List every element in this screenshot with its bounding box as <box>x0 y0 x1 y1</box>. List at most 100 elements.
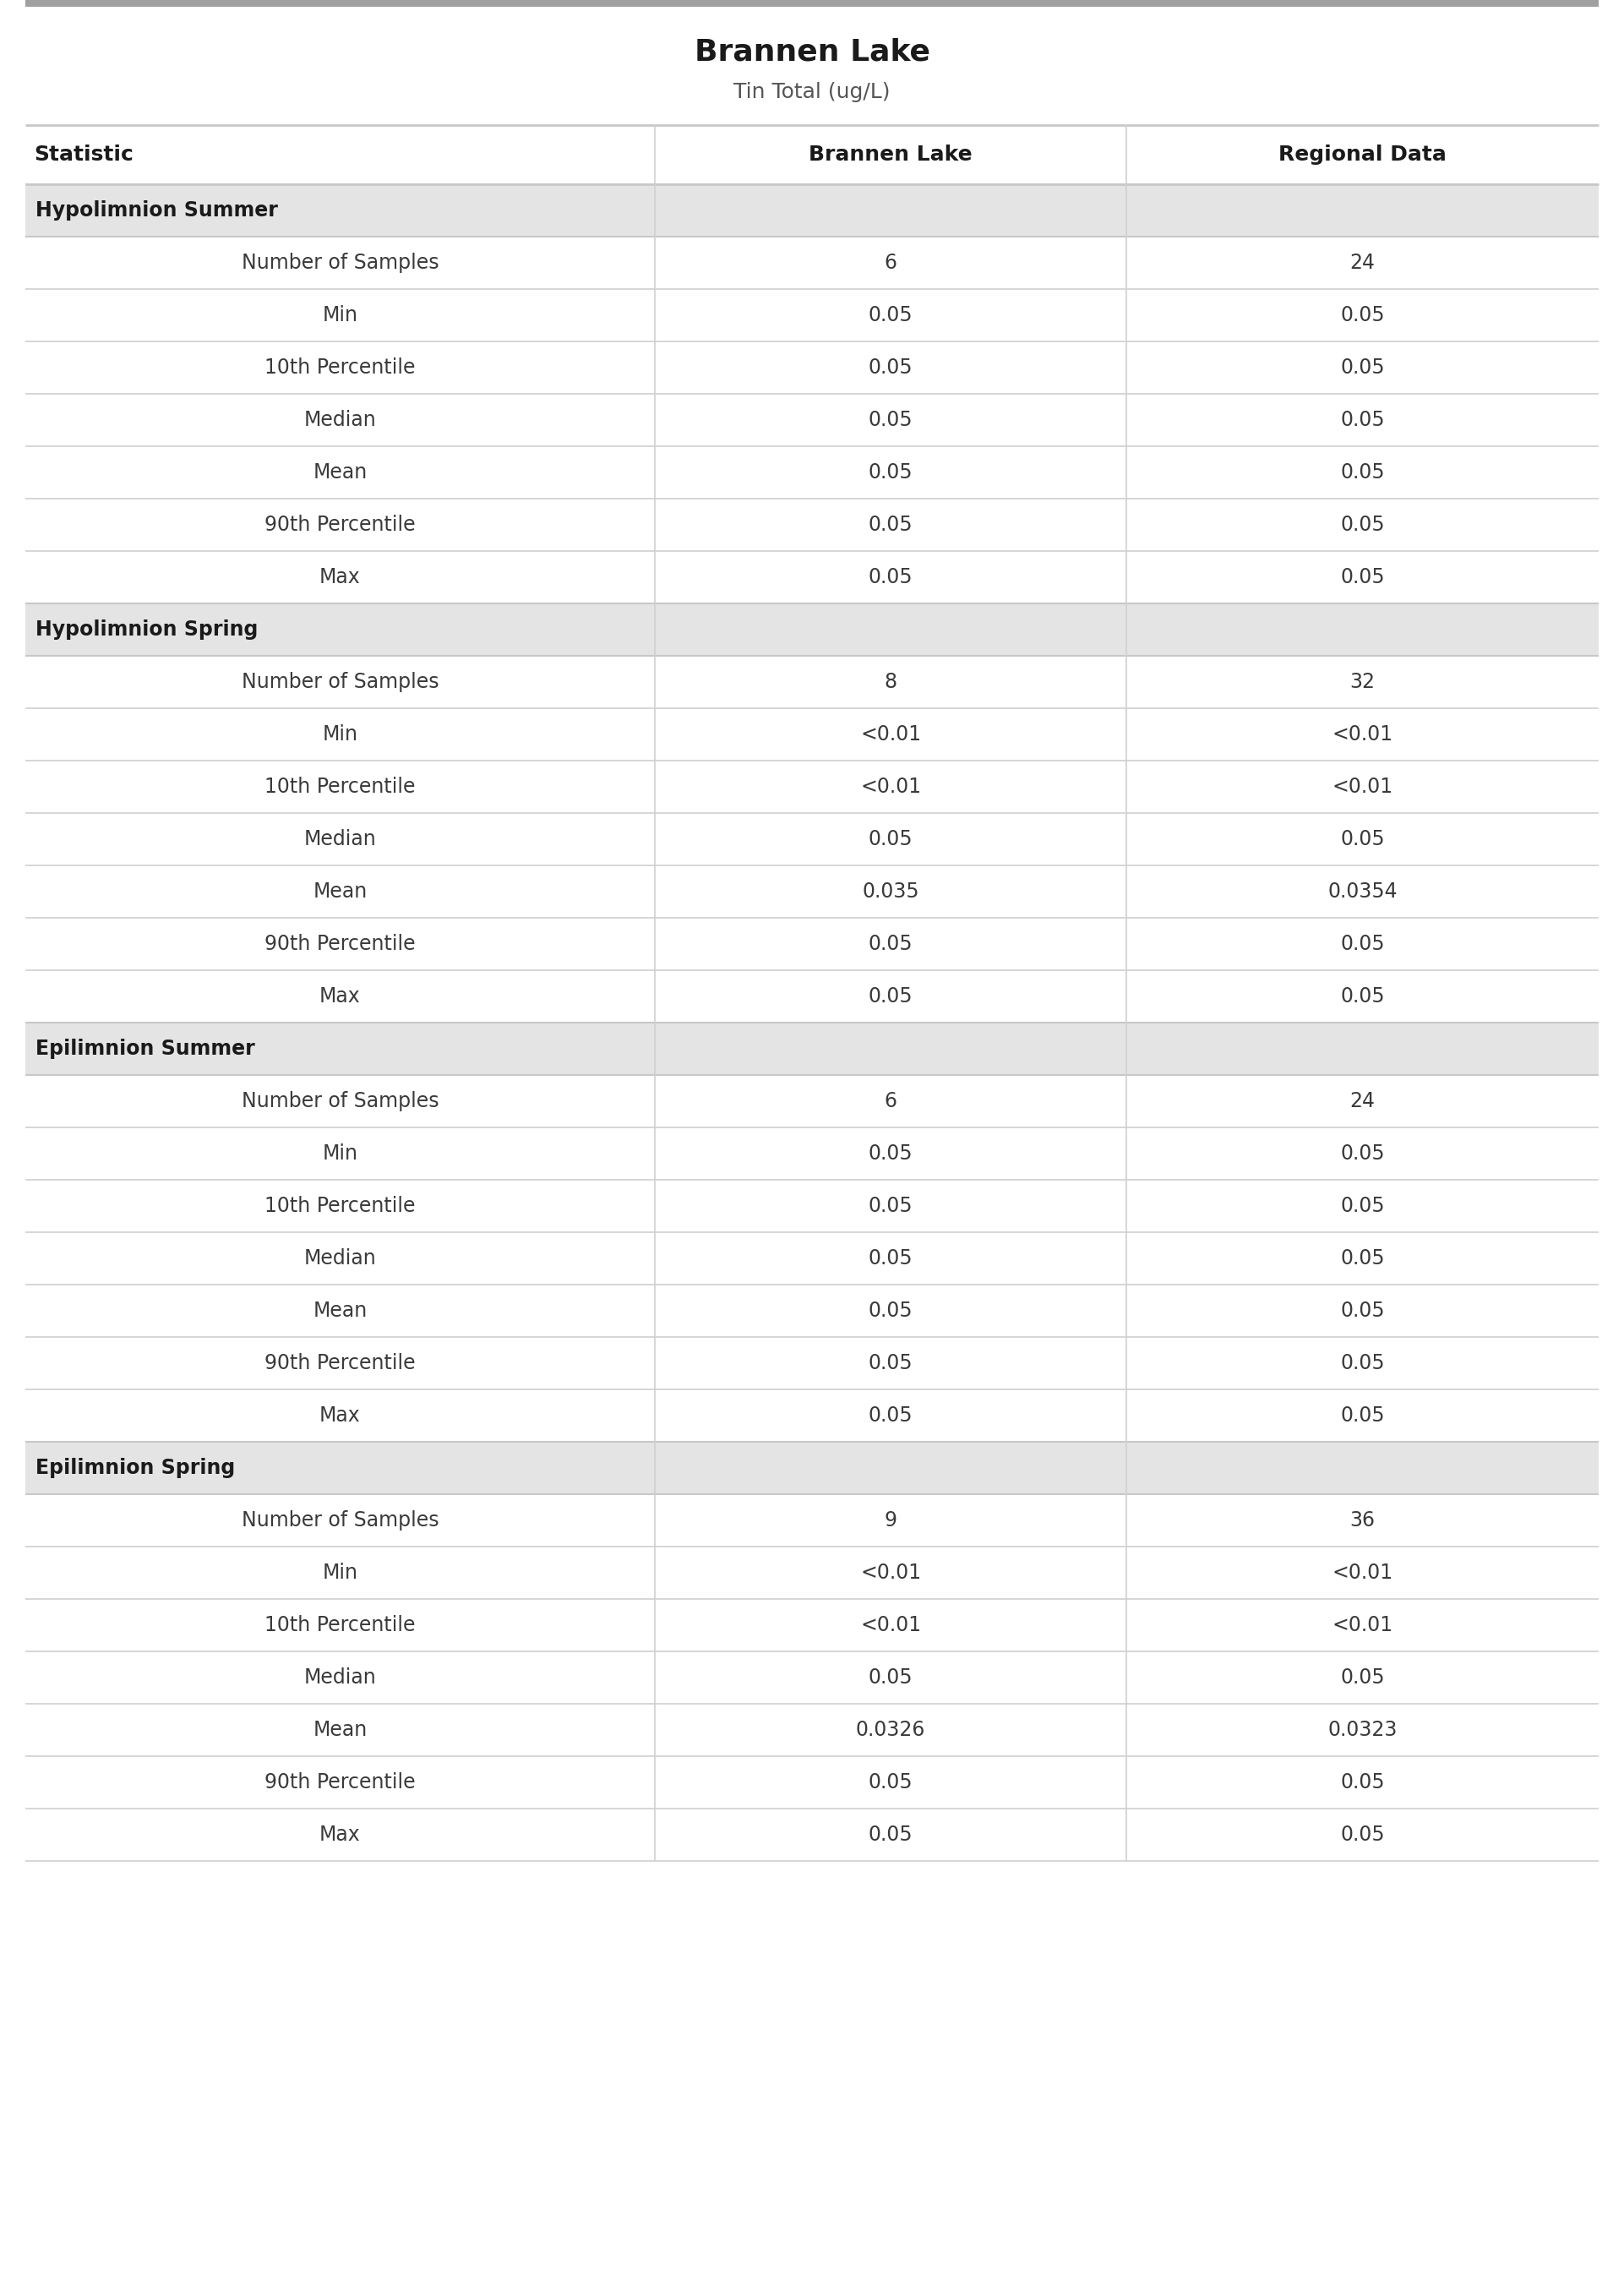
Text: <0.01: <0.01 <box>861 1562 921 1582</box>
Bar <box>26 1598 1598 1650</box>
Bar <box>26 1546 1598 1598</box>
Text: 0.05: 0.05 <box>869 1668 913 1687</box>
Bar <box>26 760 1598 813</box>
Text: 0.05: 0.05 <box>869 1825 913 1846</box>
Text: 0.05: 0.05 <box>1340 1405 1385 1426</box>
Text: 0.05: 0.05 <box>869 1405 913 1426</box>
Text: 0.05: 0.05 <box>1340 411 1385 431</box>
Text: 0.05: 0.05 <box>869 411 913 431</box>
Text: 0.05: 0.05 <box>1340 1144 1385 1165</box>
Text: 0.05: 0.05 <box>1340 1353 1385 1373</box>
Text: Regional Data: Regional Data <box>1278 145 1447 166</box>
Text: 10th Percentile: 10th Percentile <box>265 1196 416 1217</box>
Bar <box>26 1337 1598 1389</box>
Bar <box>26 656 1598 708</box>
Bar <box>26 236 1598 288</box>
Text: 0.05: 0.05 <box>869 1249 913 1269</box>
Text: 0.05: 0.05 <box>869 515 913 536</box>
Bar <box>26 1285 1598 1337</box>
Text: 0.05: 0.05 <box>869 568 913 588</box>
Bar <box>26 552 1598 604</box>
Text: Hypolimnion Summer: Hypolimnion Summer <box>36 200 278 220</box>
Text: 0.05: 0.05 <box>1340 1668 1385 1687</box>
Bar <box>26 1494 1598 1546</box>
Bar <box>26 1441 1598 1494</box>
Text: Median: Median <box>304 1668 377 1687</box>
Bar <box>26 447 1598 499</box>
Text: 8: 8 <box>885 672 896 692</box>
Text: <0.01: <0.01 <box>1332 1562 1393 1582</box>
Text: 0.05: 0.05 <box>869 463 913 484</box>
Bar <box>26 184 1598 236</box>
Text: 90th Percentile: 90th Percentile <box>265 933 416 953</box>
Bar <box>26 1128 1598 1180</box>
Text: Number of Samples: Number of Samples <box>242 1092 438 1112</box>
Text: Tin Total (ug/L): Tin Total (ug/L) <box>734 82 890 102</box>
Bar <box>26 1650 1598 1705</box>
Bar <box>26 1389 1598 1441</box>
Text: <0.01: <0.01 <box>1332 1614 1393 1634</box>
Text: Epilimnion Spring: Epilimnion Spring <box>36 1457 235 1478</box>
Bar <box>26 393 1598 447</box>
Bar <box>26 865 1598 917</box>
Text: 0.035: 0.035 <box>862 881 919 901</box>
Text: Max: Max <box>320 1825 361 1846</box>
Text: 0.05: 0.05 <box>1340 829 1385 849</box>
Text: 0.05: 0.05 <box>869 829 913 849</box>
Text: Statistic: Statistic <box>34 145 133 166</box>
Bar <box>26 813 1598 865</box>
Text: Mean: Mean <box>313 1301 367 1321</box>
Text: 0.05: 0.05 <box>1340 515 1385 536</box>
Text: Median: Median <box>304 411 377 431</box>
Text: Min: Min <box>322 1562 357 1582</box>
Text: 0.05: 0.05 <box>1340 1301 1385 1321</box>
Text: 10th Percentile: 10th Percentile <box>265 356 416 377</box>
Bar <box>26 604 1598 656</box>
Text: Mean: Mean <box>313 881 367 901</box>
Text: <0.01: <0.01 <box>1332 776 1393 797</box>
Text: 0.05: 0.05 <box>869 1144 913 1165</box>
Bar <box>26 1705 1598 1757</box>
Bar <box>26 969 1598 1022</box>
Bar <box>26 1233 1598 1285</box>
Text: Max: Max <box>320 1405 361 1426</box>
Text: 0.0326: 0.0326 <box>856 1721 926 1741</box>
Text: <0.01: <0.01 <box>861 724 921 745</box>
Text: Max: Max <box>320 985 361 1006</box>
Text: 0.05: 0.05 <box>1340 463 1385 484</box>
Text: Brannen Lake: Brannen Lake <box>809 145 973 166</box>
Text: 0.05: 0.05 <box>1340 356 1385 377</box>
Bar <box>26 499 1598 552</box>
Text: 6: 6 <box>885 252 896 272</box>
Bar <box>26 1022 1598 1076</box>
Text: <0.01: <0.01 <box>861 1614 921 1634</box>
Text: 0.05: 0.05 <box>1340 304 1385 325</box>
Text: Median: Median <box>304 1249 377 1269</box>
Text: 0.05: 0.05 <box>1340 1825 1385 1846</box>
Text: 0.05: 0.05 <box>1340 1249 1385 1269</box>
Text: Min: Min <box>322 304 357 325</box>
Text: 0.05: 0.05 <box>869 356 913 377</box>
Text: Brannen Lake: Brannen Lake <box>693 36 931 66</box>
Bar <box>26 917 1598 969</box>
Text: 0.05: 0.05 <box>1340 985 1385 1006</box>
Text: Median: Median <box>304 829 377 849</box>
Text: 0.05: 0.05 <box>869 1773 913 1793</box>
Text: 90th Percentile: 90th Percentile <box>265 1773 416 1793</box>
Text: 36: 36 <box>1350 1510 1376 1530</box>
Text: Mean: Mean <box>313 463 367 484</box>
Bar <box>26 1076 1598 1128</box>
Text: Mean: Mean <box>313 1721 367 1741</box>
Text: <0.01: <0.01 <box>1332 724 1393 745</box>
Text: 24: 24 <box>1350 252 1376 272</box>
Text: Hypolimnion Spring: Hypolimnion Spring <box>36 620 258 640</box>
Text: 0.05: 0.05 <box>869 304 913 325</box>
Text: 0.05: 0.05 <box>1340 568 1385 588</box>
Text: 6: 6 <box>885 1092 896 1112</box>
Text: Min: Min <box>322 724 357 745</box>
Text: 0.05: 0.05 <box>869 933 913 953</box>
Bar <box>26 1180 1598 1233</box>
Text: Min: Min <box>322 1144 357 1165</box>
Bar <box>26 0 1598 7</box>
Text: Number of Samples: Number of Samples <box>242 1510 438 1530</box>
